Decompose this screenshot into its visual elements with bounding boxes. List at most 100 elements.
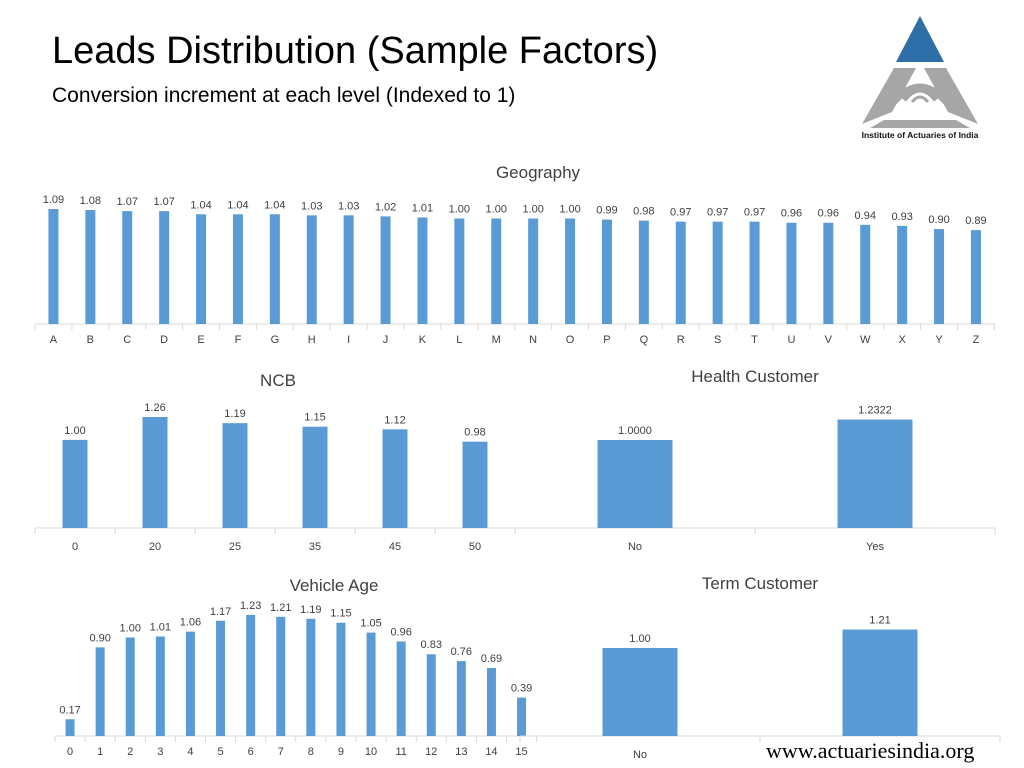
data-label: 1.21 <box>869 615 890 627</box>
bar-P <box>601 219 612 324</box>
data-label: 1.00 <box>559 204 580 216</box>
category-label: 15 <box>515 746 527 758</box>
data-label: 1.00 <box>449 204 470 216</box>
category-label: L <box>456 334 462 346</box>
category-label: E <box>197 334 204 346</box>
data-label: 1.19 <box>224 408 245 420</box>
category-label: J <box>383 334 389 346</box>
chart-title: Term Customer <box>702 574 819 593</box>
bar-E <box>196 214 207 324</box>
data-label: 1.12 <box>384 414 405 426</box>
bar-J <box>380 216 391 324</box>
bar-Q <box>638 220 649 324</box>
category-label: U <box>787 334 795 346</box>
bar-9 <box>336 622 346 736</box>
data-label: 1.07 <box>117 196 138 208</box>
slide-subtitle: Conversion increment at each level (Inde… <box>52 84 516 107</box>
bar-L <box>454 218 465 324</box>
bar-U <box>786 222 797 324</box>
slide-title: Leads Distribution (Sample Factors) <box>52 30 659 72</box>
data-label: 1.00 <box>120 623 141 635</box>
category-label: 1 <box>97 746 103 758</box>
category-label: 0 <box>72 541 78 553</box>
data-label: 0.99 <box>596 205 617 217</box>
category-label: P <box>603 334 610 346</box>
data-label: 1.00 <box>629 633 650 645</box>
category-label: 0 <box>67 746 73 758</box>
category-label: 45 <box>389 541 401 553</box>
data-label: 1.26 <box>144 402 165 414</box>
category-label: F <box>235 334 242 346</box>
category-label: D <box>160 334 168 346</box>
data-label: 0.39 <box>511 683 532 695</box>
category-label: 9 <box>338 746 344 758</box>
website-link[interactable]: www.actuariesindia.org <box>766 738 975 763</box>
bar-12 <box>426 654 436 736</box>
data-label: 0.93 <box>891 211 912 223</box>
bar-10 <box>366 632 376 736</box>
bar-35 <box>302 426 328 528</box>
bar-20 <box>142 416 168 528</box>
category-label: 12 <box>425 746 437 758</box>
data-label: 0.89 <box>965 215 986 227</box>
chart-title: Vehicle Age <box>290 576 379 595</box>
category-label: M <box>492 334 501 346</box>
data-label: 1.04 <box>264 199 285 211</box>
bar-F <box>232 214 243 324</box>
category-label: Z <box>973 334 980 346</box>
bar-C <box>122 211 133 324</box>
logo-inner-arc <box>902 87 938 102</box>
bar-1 <box>95 647 105 736</box>
bar-V <box>823 222 834 324</box>
data-label: 0.17 <box>59 704 80 716</box>
bar-D <box>159 211 170 324</box>
category-label: 35 <box>309 541 321 553</box>
data-label: 1.04 <box>227 199 248 211</box>
bar-Y <box>934 229 945 324</box>
data-label: 0.90 <box>928 214 949 226</box>
category-label: H <box>308 334 316 346</box>
data-label: 1.00 <box>64 425 85 437</box>
bar-6 <box>246 614 256 736</box>
bar-M <box>491 218 502 324</box>
bar-5 <box>216 620 226 736</box>
category-label: W <box>860 334 871 346</box>
bar-11 <box>396 641 406 736</box>
chart-health-customer: Health Customer 1.0000 1.2322 No Yes <box>514 367 996 553</box>
data-label: 0.94 <box>855 210 876 222</box>
logo-bottom-shape <box>870 120 970 128</box>
bar-B <box>85 210 96 324</box>
category-label: 8 <box>308 746 314 758</box>
bar-H <box>306 215 317 324</box>
bar-2 <box>125 637 135 736</box>
chart-title: Geography <box>496 163 581 182</box>
chart-vehicle-age: Vehicle Age 0.17 0.90 1.00 1.01 1.06 1.17 1.23 1… <box>54 576 538 758</box>
category-label: R <box>677 334 685 346</box>
data-label: 1.23 <box>240 600 261 612</box>
category-label: B <box>87 334 94 346</box>
bar-R <box>675 221 686 324</box>
category-label: 20 <box>149 541 161 553</box>
category-label: 3 <box>157 746 163 758</box>
bar-Yes <box>837 419 913 528</box>
category-label: 14 <box>485 746 497 758</box>
data-label: 0.96 <box>818 208 839 220</box>
category-label: O <box>566 334 575 346</box>
data-label: 0.97 <box>670 207 691 219</box>
category-label: V <box>825 334 833 346</box>
data-label: 0.96 <box>781 208 802 220</box>
data-label: 1.21 <box>270 602 291 614</box>
bar-N <box>528 218 539 324</box>
bar-50 <box>462 441 488 528</box>
data-label: 1.15 <box>330 608 351 620</box>
category-label: T <box>751 334 758 346</box>
bar-W <box>860 224 871 324</box>
data-label: 1.0000 <box>618 425 652 437</box>
category-label: 5 <box>217 746 223 758</box>
bar-3 <box>155 636 165 736</box>
bar-8 <box>306 618 316 736</box>
category-label: 25 <box>229 541 241 553</box>
data-label: 1.00 <box>522 204 543 216</box>
logo-top-triangle <box>896 16 944 62</box>
